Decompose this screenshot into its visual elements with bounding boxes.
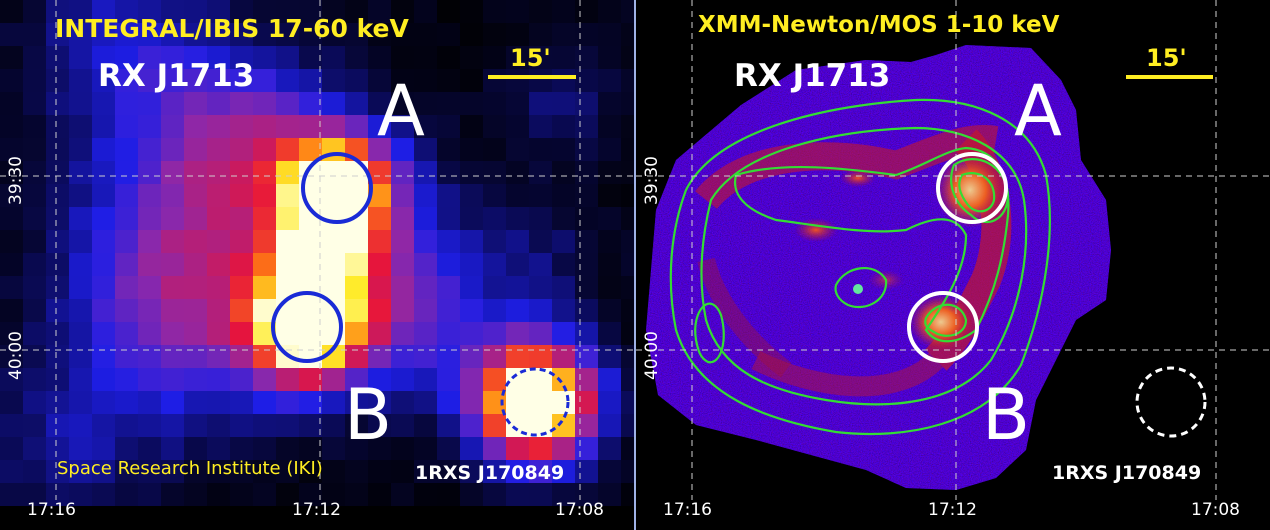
central-point-source <box>853 284 863 294</box>
xmm-image <box>636 0 1270 500</box>
integral-region-b-label: B <box>344 374 393 456</box>
integral-image <box>0 0 634 506</box>
ra-tick-1: 17:16 <box>27 500 76 520</box>
dec-tick-2: 40:00 <box>642 331 662 380</box>
region-b-circle <box>907 291 979 363</box>
panel-divider <box>634 0 636 530</box>
integral-scale-label: 15' <box>510 44 551 72</box>
integral-region-a-label: A <box>377 70 425 152</box>
dec-tick-1: 39:30 <box>6 156 26 205</box>
xmm-source-label: RX J1713 <box>734 58 891 94</box>
dec-tick-1: 39:30 <box>642 156 662 205</box>
point-source-circle <box>1135 366 1207 438</box>
integral-point-source-label: 1RXS J170849 <box>415 462 565 484</box>
integral-panel: INTEGRAL/IBIS 17-60 keV RX J1713 A B 15'… <box>0 0 634 530</box>
xmm-region-a-label: A <box>1014 70 1062 152</box>
region-b-circle <box>271 291 343 363</box>
ra-tick-2: 17:12 <box>928 500 977 520</box>
coordinate-grid <box>636 0 1270 500</box>
integral-source-label: RX J1713 <box>98 58 255 94</box>
ra-tick-1: 17:16 <box>663 500 712 520</box>
point-source-circle <box>500 367 570 437</box>
region-a-circle <box>301 152 373 224</box>
ra-tick-3: 17:08 <box>1191 500 1240 520</box>
region-a-circle <box>936 152 1008 224</box>
coordinate-grid <box>0 0 634 500</box>
integral-band-label: INTEGRAL/IBIS 17-60 keV <box>55 14 409 43</box>
xmm-band-label: XMM-Newton/MOS 1-10 keV <box>698 12 1060 38</box>
xmm-shell-emission <box>695 125 1012 397</box>
credit-label: Space Research Institute (IKI) <box>57 458 323 479</box>
ra-tick-3: 17:08 <box>555 500 604 520</box>
xmm-point-source-label: 1RXS J170849 <box>1052 462 1202 484</box>
xmm-panel: XMM-Newton/MOS 1-10 keV RX J1713 A B 15'… <box>636 0 1270 530</box>
ra-tick-2: 17:12 <box>292 500 341 520</box>
xmm-scale-label: 15' <box>1146 44 1187 72</box>
dec-tick-2: 40:00 <box>6 331 26 380</box>
xmm-region-b-label: B <box>982 374 1031 456</box>
